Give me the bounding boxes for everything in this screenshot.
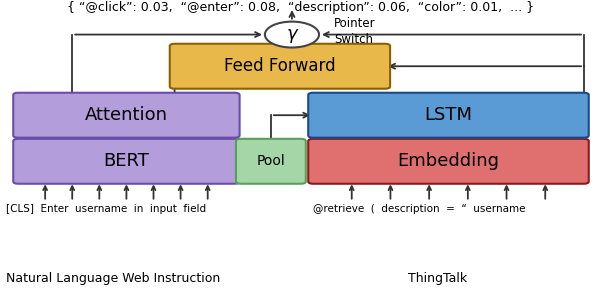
Text: Pool: Pool: [256, 154, 285, 168]
FancyBboxPatch shape: [308, 93, 589, 138]
Text: { “@click”: 0.03,  “@enter”: 0.08,  “description”: 0.06,  “color”: 0.01,  ... }: { “@click”: 0.03, “@enter”: 0.08, “descr…: [67, 1, 535, 14]
Text: Feed Forward: Feed Forward: [224, 57, 336, 75]
Text: γ: γ: [287, 25, 297, 43]
FancyBboxPatch shape: [13, 93, 240, 138]
Text: Natural Language Web Instruction: Natural Language Web Instruction: [6, 272, 220, 285]
Text: Embedding: Embedding: [397, 152, 500, 170]
FancyBboxPatch shape: [308, 139, 589, 184]
Text: ThingTalk: ThingTalk: [408, 272, 467, 285]
FancyBboxPatch shape: [236, 139, 306, 184]
Circle shape: [265, 22, 319, 48]
Text: [CLS]  Enter  username  in  input  field: [CLS] Enter username in input field: [6, 204, 206, 215]
Text: Pointer
Switch: Pointer Switch: [334, 17, 376, 46]
Text: LSTM: LSTM: [424, 106, 473, 124]
Text: BERT: BERT: [104, 152, 149, 170]
FancyBboxPatch shape: [170, 44, 390, 89]
FancyBboxPatch shape: [13, 139, 240, 184]
Text: Attention: Attention: [85, 106, 168, 124]
Text: @retrieve  (  description  =  “  username: @retrieve ( description = “ username: [313, 204, 526, 215]
